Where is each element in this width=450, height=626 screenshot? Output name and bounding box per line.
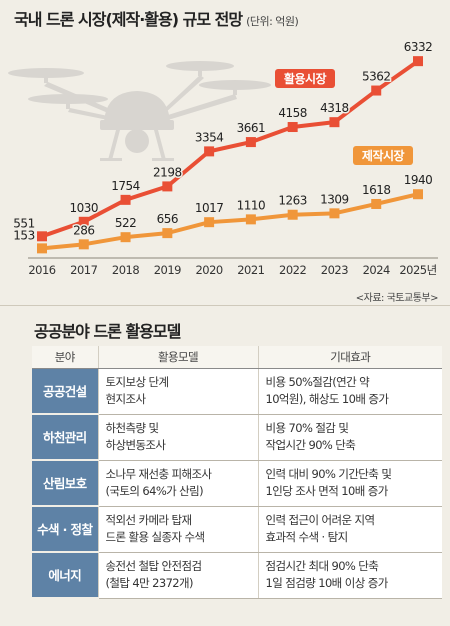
- usage-point: [329, 117, 340, 128]
- table-row: 에너지 송전선 철탑 안전점검 (철탑 4만 2372개) 점검시간 최대 90…: [32, 552, 442, 599]
- manufacture-point: [287, 209, 298, 220]
- table-row: 공공건설 토지보상 단계 현지조사 비용 50%절감(연간 약 10억원), 해…: [32, 368, 442, 415]
- row-category: 공공건설: [32, 368, 98, 415]
- x-tick-label: 2020: [195, 263, 222, 277]
- x-tick-label: 2022: [279, 263, 306, 277]
- row-effect: 비용 70% 절감 및 작업시간 90% 단축: [257, 414, 442, 461]
- manufacture-value-label: 1618: [362, 183, 391, 197]
- usage-point: [413, 56, 423, 67]
- x-tick-label: 2017: [70, 263, 97, 277]
- usage-point: [245, 137, 256, 148]
- row-effect: 비용 50%절감(연간 약 10억원), 해상도 10배 증가: [257, 368, 442, 415]
- manufacture-point: [371, 198, 382, 209]
- row-category: 산림보호: [32, 460, 98, 507]
- row-category: 수색 · 정찰: [32, 506, 98, 553]
- drone-market-chart: 551 1030 1754 2198 3354 3661 4158 4318 5362 6332 활…: [8, 39, 438, 277]
- manufacture-value-label: 522: [115, 216, 136, 230]
- manufacture-point: [329, 208, 340, 219]
- row-model: 소나무 재선충 피해조사 (국토의 64%가 산림): [97, 460, 258, 507]
- table-row: 하천관리 하천측량 및 하상변동조사 비용 70% 절감 및 작업시간 90% …: [32, 414, 442, 461]
- row-effect: 인력 대비 90% 기간단축 및 1인당 조사 면적 10배 증가: [257, 460, 442, 507]
- manufacture-value-label: 656: [157, 212, 178, 226]
- usage-value-label: 5362: [362, 70, 391, 84]
- manufacture-value-label: 1309: [320, 192, 349, 206]
- section-divider: [0, 305, 450, 306]
- manufacture-point: [245, 214, 256, 225]
- row-model: 토지보상 단계 현지조사: [97, 368, 258, 415]
- row-effect: 인력 접근이 어려운 지역 효과적 수색 · 탐지: [257, 506, 442, 553]
- x-tick-label: 2021: [237, 263, 264, 277]
- usage-value-label: 4318: [320, 101, 349, 115]
- usage-point: [371, 85, 382, 96]
- manufacture-point: [413, 189, 423, 200]
- usage-value-label: 2198: [153, 165, 182, 179]
- usage-value-label: 1754: [111, 179, 140, 193]
- row-model: 송전선 철탑 안전점검 (철탑 4만 2372개): [97, 552, 258, 599]
- header-effect: 기대효과: [257, 346, 442, 369]
- table-title: 공공분야 드론 활용모델: [34, 322, 181, 341]
- usage-legend-label: 활용시장: [284, 71, 327, 86]
- manufacture-legend-label: 제작시장: [362, 148, 405, 163]
- table-row: 수색 · 정찰 적외선 카메라 탑재 드론 활용 실종자 수색 인력 접근이 어…: [32, 506, 442, 553]
- usage-point: [162, 181, 173, 192]
- manufacture-value-label: 1940: [404, 173, 433, 187]
- row-category: 에너지: [32, 552, 98, 599]
- drone-usage-table: 분야 활용모델 기대효과 공공건설 토지보상 단계 현지조사 비용 50%절감(…: [32, 346, 442, 599]
- chart-unit: (단위: 억원): [246, 15, 299, 28]
- usage-value-label: 1030: [70, 201, 99, 215]
- x-tick-label: 2024: [363, 263, 390, 277]
- row-effect: 점검시간 최대 90% 단축 1일 점검량 10배 이상 증가: [257, 552, 442, 599]
- manufacture-value-label: 1017: [195, 201, 224, 215]
- usage-legend-tag: [275, 69, 335, 88]
- drone-illustration: [8, 61, 271, 161]
- usage-series-line: [41, 59, 420, 239]
- manufacture-point: [204, 217, 215, 228]
- manufacture-value-label: 286: [73, 223, 94, 237]
- chart-title: 국내 드론 시장(제작·활용) 규모 전망 (단위: 억원): [14, 10, 299, 29]
- usage-point: [204, 146, 215, 157]
- row-model: 하천측량 및 하상변동조사: [97, 414, 258, 461]
- row-model: 적외선 카메라 탑재 드론 활용 실종자 수색: [97, 506, 258, 553]
- header-field: 분야: [32, 346, 98, 369]
- usage-point: [37, 231, 47, 242]
- x-tick-label: 2023: [321, 263, 348, 277]
- x-tick-label: 2019: [154, 263, 181, 277]
- manufacture-point: [78, 239, 89, 250]
- source-note: <자료: 국토교통부>: [355, 293, 439, 304]
- usage-point: [287, 122, 298, 133]
- x-tick-label: 2016: [28, 263, 55, 277]
- usage-value-label: 551: [13, 216, 34, 230]
- manufacture-value-label: 153: [13, 228, 34, 242]
- row-category: 하천관리: [32, 414, 98, 461]
- usage-value-label: 6332: [404, 40, 433, 54]
- manufacture-value-label: 1110: [237, 198, 266, 212]
- table-row: 산림보호 소나무 재선충 피해조사 (국토의 64%가 산림) 인력 대비 90…: [32, 460, 442, 507]
- usage-point: [120, 194, 131, 205]
- manufacture-series-line: [41, 192, 419, 251]
- usage-value-label: 3354: [195, 130, 224, 144]
- usage-point: [78, 216, 89, 227]
- x-tick-label: 2018: [112, 263, 139, 277]
- x-tick-label: 2025년: [399, 263, 436, 277]
- manufacture-point: [162, 228, 173, 239]
- usage-value-label: 3661: [237, 121, 266, 135]
- header-model: 활용모델: [97, 346, 258, 369]
- manufacture-legend-tag: [353, 146, 413, 165]
- manufacture-value-label: 1263: [278, 194, 307, 208]
- manufacture-point: [120, 232, 131, 243]
- table-header-row: 분야 활용모델 기대효과: [32, 346, 442, 369]
- usage-value-label: 4158: [278, 106, 307, 120]
- manufacture-point: [37, 243, 47, 254]
